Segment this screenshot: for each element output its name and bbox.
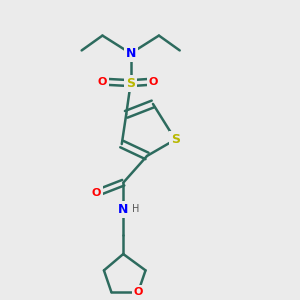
Text: H: H: [132, 204, 140, 214]
Text: S: S: [171, 133, 180, 146]
Text: S: S: [126, 76, 135, 90]
Text: N: N: [118, 203, 128, 216]
Text: N: N: [125, 47, 136, 60]
Text: O: O: [148, 76, 158, 87]
Text: O: O: [98, 76, 107, 87]
Text: O: O: [134, 287, 143, 297]
Text: O: O: [92, 188, 101, 198]
